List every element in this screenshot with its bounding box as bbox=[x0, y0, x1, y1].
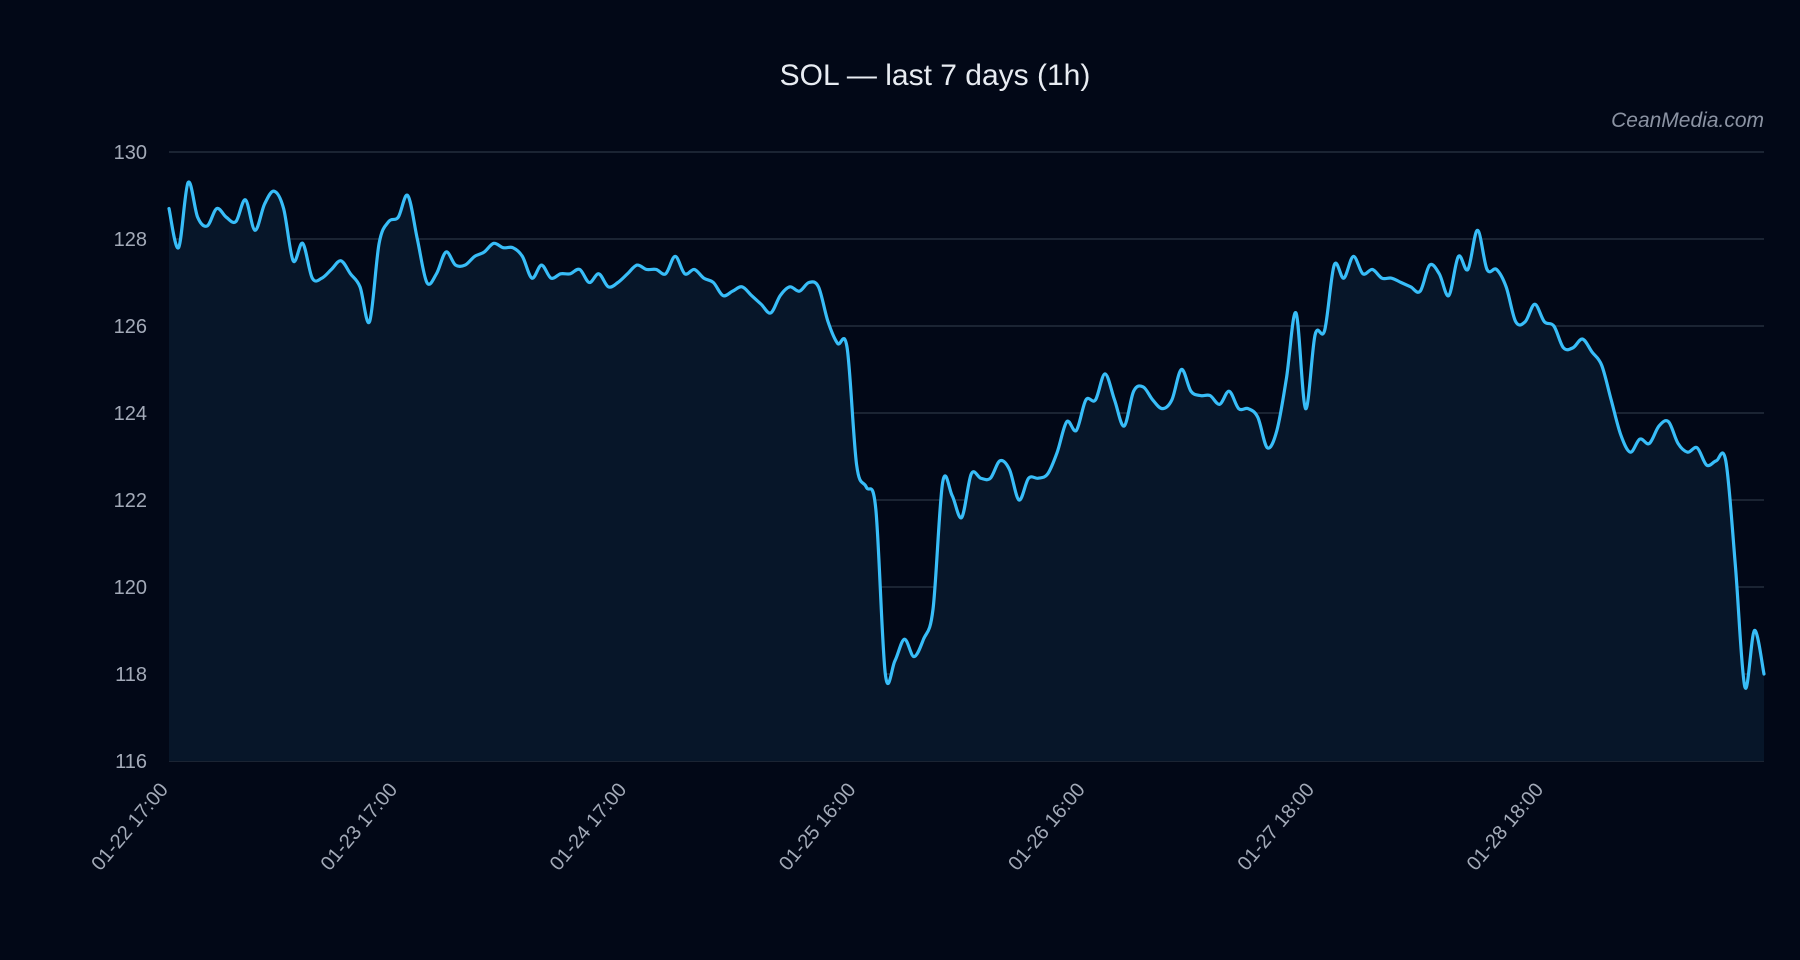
chart-title: SOL — last 7 days (1h) bbox=[780, 59, 1091, 92]
y-tick-label: 126 bbox=[114, 316, 147, 338]
x-tick-label: 01-24 17:00 bbox=[546, 779, 631, 875]
x-tick-label: 01-25 16:00 bbox=[775, 779, 860, 875]
y-tick-label: 130 bbox=[114, 142, 147, 164]
series-line bbox=[167, 180, 1766, 690]
x-tick-label: 01-26 16:00 bbox=[1004, 779, 1089, 875]
y-tick-label: 122 bbox=[114, 490, 147, 512]
watermark-text: CeanMedia.com bbox=[1611, 109, 1764, 132]
y-tick-label: 118 bbox=[115, 664, 147, 686]
y-tick-label: 128 bbox=[114, 229, 147, 251]
x-tick-label: 01-27 18:00 bbox=[1233, 779, 1318, 875]
y-axis-ticks: 116 118 120 122 124 126 128 130 bbox=[114, 142, 147, 773]
y-tick-label: 120 bbox=[114, 577, 147, 599]
y-tick-label: 116 bbox=[115, 751, 147, 773]
series-layer bbox=[167, 180, 1766, 761]
series-area-fill bbox=[169, 181, 1764, 761]
y-tick-label: 124 bbox=[114, 403, 147, 425]
x-tick-label: 01-28 18:00 bbox=[1463, 779, 1548, 875]
x-tick-label: 01-22 17:00 bbox=[87, 779, 172, 875]
x-tick-label: 01-23 17:00 bbox=[317, 779, 402, 875]
x-axis-ticks: 01-22 17:00 01-23 17:00 01-24 17:00 01-25 1… bbox=[87, 779, 1548, 875]
